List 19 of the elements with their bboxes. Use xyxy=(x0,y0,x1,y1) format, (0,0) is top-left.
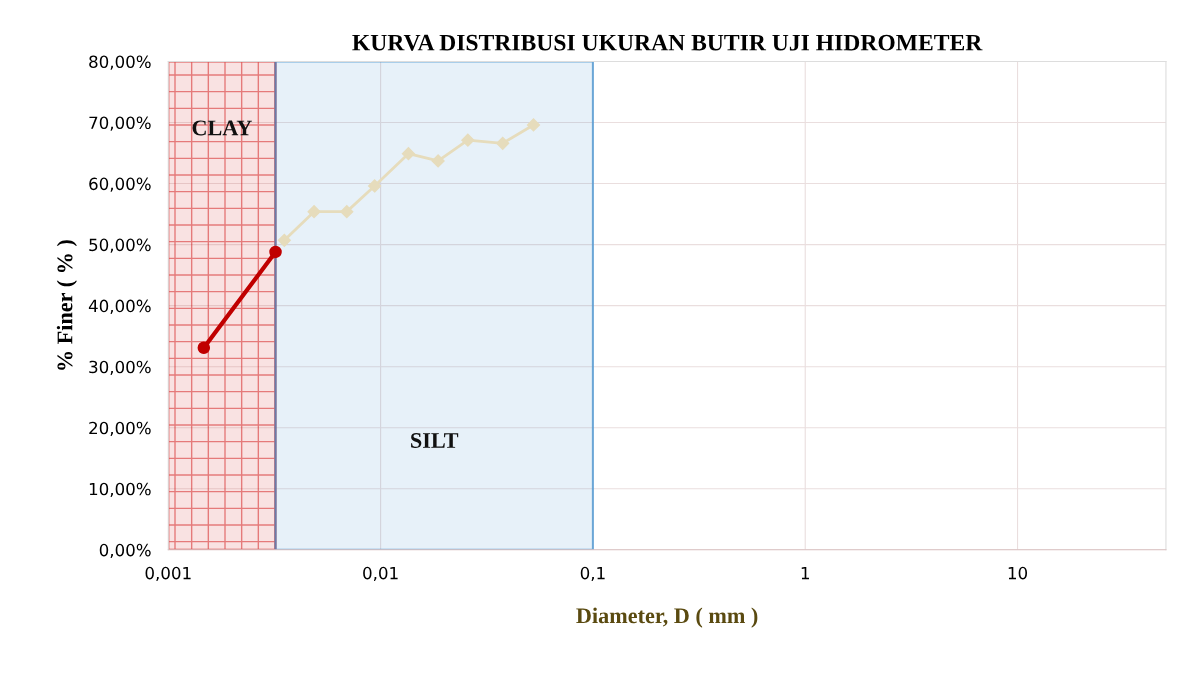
x-tick-label: 0,001 xyxy=(145,566,191,582)
x-tick-label: 1 xyxy=(801,566,809,580)
y-tick-label: 50,00% xyxy=(89,238,151,253)
chart-title: KURVA DISTRIBUSI UKURAN BUTIR UJI HIDROMETER xyxy=(352,34,983,51)
y-tick-label: 10,00% xyxy=(89,482,151,498)
y-tick-label: 20,00% xyxy=(89,421,151,436)
x-tick-label: 0,01 xyxy=(363,566,398,582)
y-tick-label: 70,00% xyxy=(89,116,151,131)
x-axis-title: Diameter, D ( mm ) xyxy=(576,607,758,628)
y-tick-label: 40,00% xyxy=(88,299,151,314)
y-tick-label: 0,00% xyxy=(99,543,151,559)
y-tick-label: 30,00% xyxy=(89,360,151,375)
y-tick-label: 80,00% xyxy=(89,55,151,70)
y-tick-label: 60,00% xyxy=(89,177,151,192)
x-tick-label: 0,1 xyxy=(580,566,605,582)
band-label: SILT xyxy=(411,433,459,448)
x-tick-label: 10 xyxy=(1008,566,1028,580)
y-axis-title: % Finer ( % ) xyxy=(56,240,77,370)
band-label: CLAY xyxy=(192,120,252,136)
